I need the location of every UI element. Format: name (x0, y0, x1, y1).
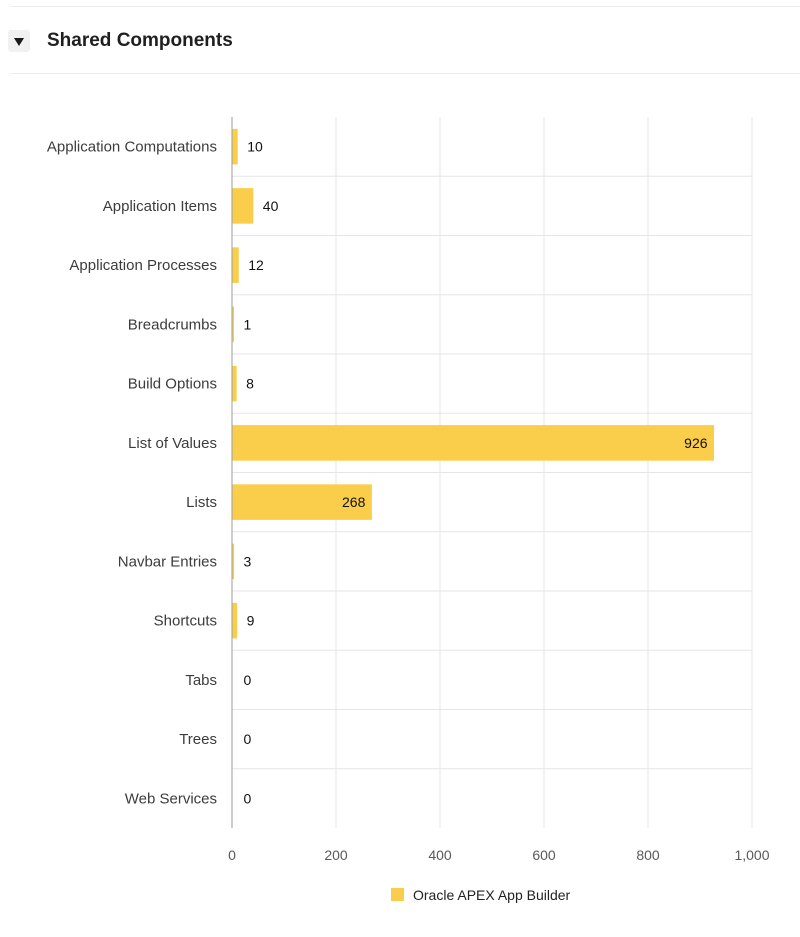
x-tick-label: 800 (636, 847, 660, 863)
category-label: Breadcrumbs (128, 316, 217, 333)
data-label: 268 (342, 494, 366, 510)
data-label: 12 (248, 257, 264, 273)
legend-label: Oracle APEX App Builder (413, 887, 571, 903)
category-label: Web Services (125, 790, 217, 807)
data-label: 0 (244, 731, 252, 747)
bar[interactable] (232, 128, 238, 165)
category-label: Navbar Entries (118, 553, 217, 570)
bar[interactable] (232, 425, 715, 461)
category-label: Application Computations (47, 139, 217, 156)
category-label: List of Values (128, 435, 217, 452)
category-label: Tabs (185, 672, 217, 689)
data-label: 0 (244, 790, 252, 806)
x-tick-label: 600 (532, 847, 556, 863)
data-label: 10 (247, 139, 263, 155)
header-divider (10, 73, 800, 74)
category-label: Build Options (128, 376, 217, 393)
category-label: Lists (186, 494, 217, 511)
data-label: 9 (247, 613, 255, 629)
data-label: 926 (684, 435, 708, 451)
x-tick-label: 400 (428, 847, 452, 863)
x-tick-label: 0 (228, 847, 236, 863)
data-label: 40 (263, 198, 279, 214)
bar[interactable] (232, 306, 235, 343)
bar[interactable] (232, 188, 254, 224)
bar[interactable] (232, 602, 238, 639)
x-tick-label: 200 (324, 847, 348, 863)
top-divider (10, 6, 800, 7)
x-tick-label: 1,000 (734, 847, 769, 863)
collapse-triangle-icon[interactable] (8, 30, 30, 52)
category-label: Trees (179, 731, 217, 748)
category-label: Application Items (103, 198, 217, 215)
category-label: Application Processes (69, 257, 217, 274)
data-label: 0 (244, 672, 252, 688)
region-header: Shared Components (0, 20, 800, 68)
bar[interactable] (232, 484, 372, 520)
category-label: Shortcuts (154, 613, 217, 630)
data-label: 3 (244, 553, 252, 569)
bar[interactable] (232, 543, 235, 580)
bar[interactable] (232, 247, 239, 283)
legend-swatch[interactable] (391, 888, 404, 901)
bar[interactable] (232, 365, 237, 402)
data-label: 1 (244, 316, 252, 332)
data-label: 8 (246, 376, 254, 392)
region-title: Shared Components (47, 30, 233, 51)
